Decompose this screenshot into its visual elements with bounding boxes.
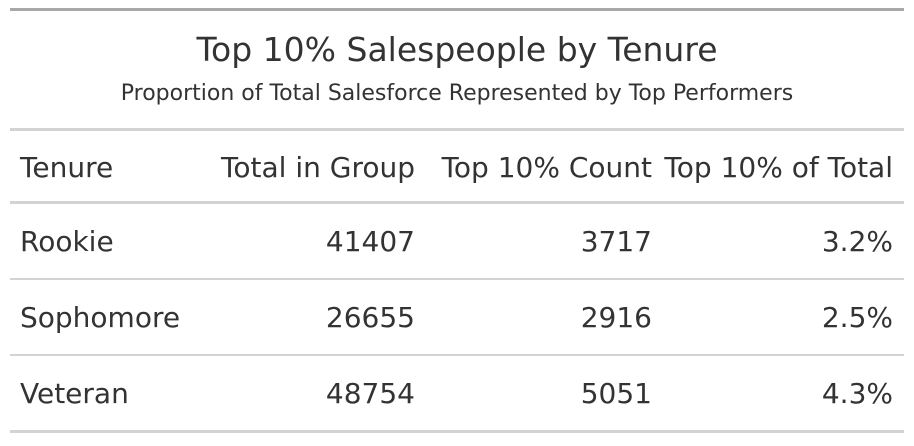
cell-top-count: 3717 — [415, 202, 652, 280]
cell-top-pct: 2.5% — [652, 279, 904, 356]
table-subtitle: Proportion of Total Salesforce Represent… — [120, 81, 794, 106]
table-top-rule — [10, 8, 904, 11]
cell-tenure: Sophomore — [10, 279, 200, 356]
column-header-total-in-group: Total in Group — [200, 131, 415, 204]
data-table: Tenure Total in Group Top 10% Count Top … — [10, 131, 904, 433]
cell-tenure: Rookie — [10, 202, 200, 280]
column-header-top-count: Top 10% Count — [415, 131, 652, 204]
table-row: Sophomore 26655 2916 2.5% — [10, 279, 904, 356]
header-row: Tenure Total in Group Top 10% Count Top … — [10, 131, 904, 204]
table-row: Rookie 41407 3717 3.2% — [10, 202, 904, 280]
table-row: Veteran 48754 5051 4.3% — [10, 355, 904, 433]
column-header-top-pct: Top 10% of Total — [652, 131, 904, 204]
column-header-tenure: Tenure — [10, 131, 200, 204]
cell-top-count: 2916 — [415, 279, 652, 356]
heading-rule — [10, 128, 904, 131]
table-title: Top 10% Salespeople by Tenure — [196, 30, 718, 69]
cell-total: 41407 — [200, 202, 415, 280]
cell-top-pct: 4.3% — [652, 355, 904, 433]
cell-top-pct: 3.2% — [652, 202, 904, 280]
cell-top-count: 5051 — [415, 355, 652, 433]
cell-tenure: Veteran — [10, 355, 200, 433]
cell-total: 48754 — [200, 355, 415, 433]
cell-total: 26655 — [200, 279, 415, 356]
summary-table: Top 10% Salespeople by Tenure Proportion… — [10, 8, 904, 433]
